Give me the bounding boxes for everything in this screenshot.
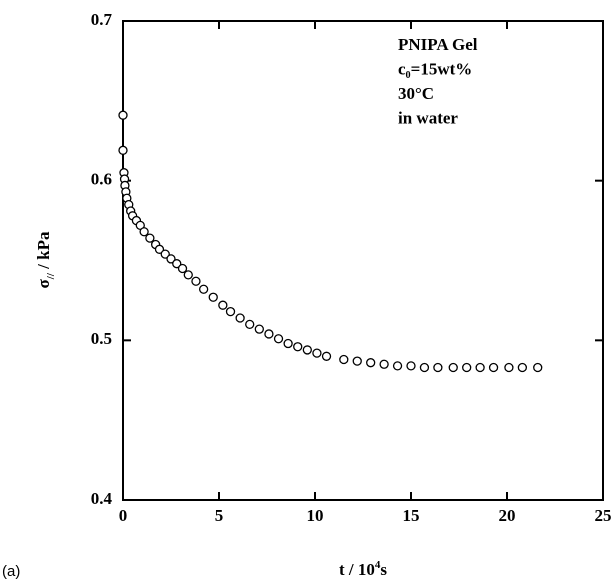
y-tick-label: 0.6 xyxy=(91,170,112,189)
x-tick-label: 0 xyxy=(119,506,128,525)
point xyxy=(154,244,165,254)
x-tick-label: 15 xyxy=(403,506,420,525)
point xyxy=(293,342,303,352)
point xyxy=(462,362,472,373)
point xyxy=(160,249,170,259)
x-axis-label: t / 104s xyxy=(339,559,387,579)
y-axis-label: σ// / kPa xyxy=(34,231,57,288)
point xyxy=(379,359,389,369)
point xyxy=(254,324,264,334)
point xyxy=(302,345,312,355)
point xyxy=(504,362,514,373)
y-tick-label: 0.5 xyxy=(91,329,112,348)
annotation: c₀=15wt% xyxy=(398,59,472,78)
point xyxy=(198,284,209,294)
point xyxy=(392,361,403,371)
x-axis-label-part: t / 10 xyxy=(339,560,375,579)
point xyxy=(433,362,443,373)
annotation: in water xyxy=(398,108,458,127)
point xyxy=(118,110,128,120)
x-axis-label-part: s xyxy=(380,560,387,579)
point xyxy=(419,362,430,373)
y-axis-label-part: / kPa xyxy=(34,231,53,273)
point xyxy=(312,348,322,358)
point xyxy=(406,361,416,371)
point xyxy=(118,145,128,155)
point xyxy=(166,254,176,264)
point xyxy=(139,227,149,237)
x-tick-label: 25 xyxy=(595,506,612,525)
point xyxy=(321,351,332,361)
point xyxy=(517,362,528,373)
annotation: PNIPA Gel xyxy=(398,35,478,54)
point xyxy=(183,270,193,280)
point xyxy=(191,276,201,286)
point xyxy=(366,358,376,368)
point xyxy=(475,362,485,373)
annotation: 30°C xyxy=(398,84,434,103)
point xyxy=(235,313,245,323)
point xyxy=(264,329,274,339)
point xyxy=(448,362,458,373)
panel-label: (a) xyxy=(2,563,20,580)
point xyxy=(145,233,155,243)
x-axis-label-part: 4 xyxy=(375,559,381,571)
point xyxy=(283,338,293,349)
point xyxy=(339,354,349,365)
point xyxy=(533,362,543,373)
point xyxy=(172,259,182,269)
point xyxy=(352,356,362,366)
x-tick-label: 20 xyxy=(499,506,516,525)
point xyxy=(208,292,218,302)
point xyxy=(488,362,499,373)
y-tick-label: 0.7 xyxy=(91,10,113,29)
point xyxy=(273,334,284,344)
point xyxy=(245,319,255,330)
point xyxy=(218,300,228,310)
x-tick-label: 10 xyxy=(307,506,324,525)
y-tick-label: 0.4 xyxy=(91,489,113,508)
y-axis-label-part: // xyxy=(45,272,57,280)
y-axis-label-part: σ xyxy=(34,278,53,288)
x-tick-label: 5 xyxy=(215,506,224,525)
plot-frame xyxy=(122,20,604,501)
point xyxy=(225,306,236,317)
point xyxy=(177,263,188,274)
